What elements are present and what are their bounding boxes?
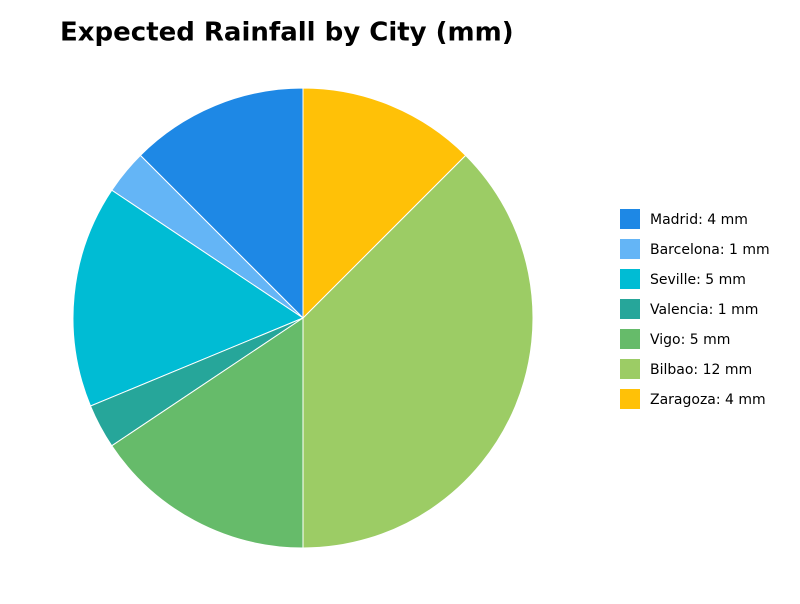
legend-label: Zaragoza: 4 mm: [650, 392, 766, 408]
legend-swatch: [620, 239, 640, 259]
legend-label: Bilbao: 12 mm: [650, 362, 752, 378]
pie-slice: [72, 189, 305, 407]
legend-swatch: [620, 269, 640, 289]
legend-label: Seville: 5 mm: [650, 272, 746, 288]
pie-slice: [302, 87, 467, 320]
pie-slice: [302, 154, 534, 549]
pie-slice: [111, 317, 304, 549]
chart-title: Expected Rainfall by City (mm): [60, 18, 514, 48]
legend-swatch: [620, 329, 640, 349]
legend-swatch: [620, 389, 640, 409]
legend-swatch: [620, 359, 640, 379]
pie-slice: [139, 87, 304, 320]
legend-swatch: [620, 299, 640, 319]
legend-label: Barcelona: 1 mm: [650, 242, 770, 258]
legend-label: Madrid: 4 mm: [650, 212, 748, 228]
legend-label: Vigo: 5 mm: [650, 332, 730, 348]
legend-label: Valencia: 1 mm: [650, 302, 758, 318]
legend-swatch: [620, 209, 640, 229]
